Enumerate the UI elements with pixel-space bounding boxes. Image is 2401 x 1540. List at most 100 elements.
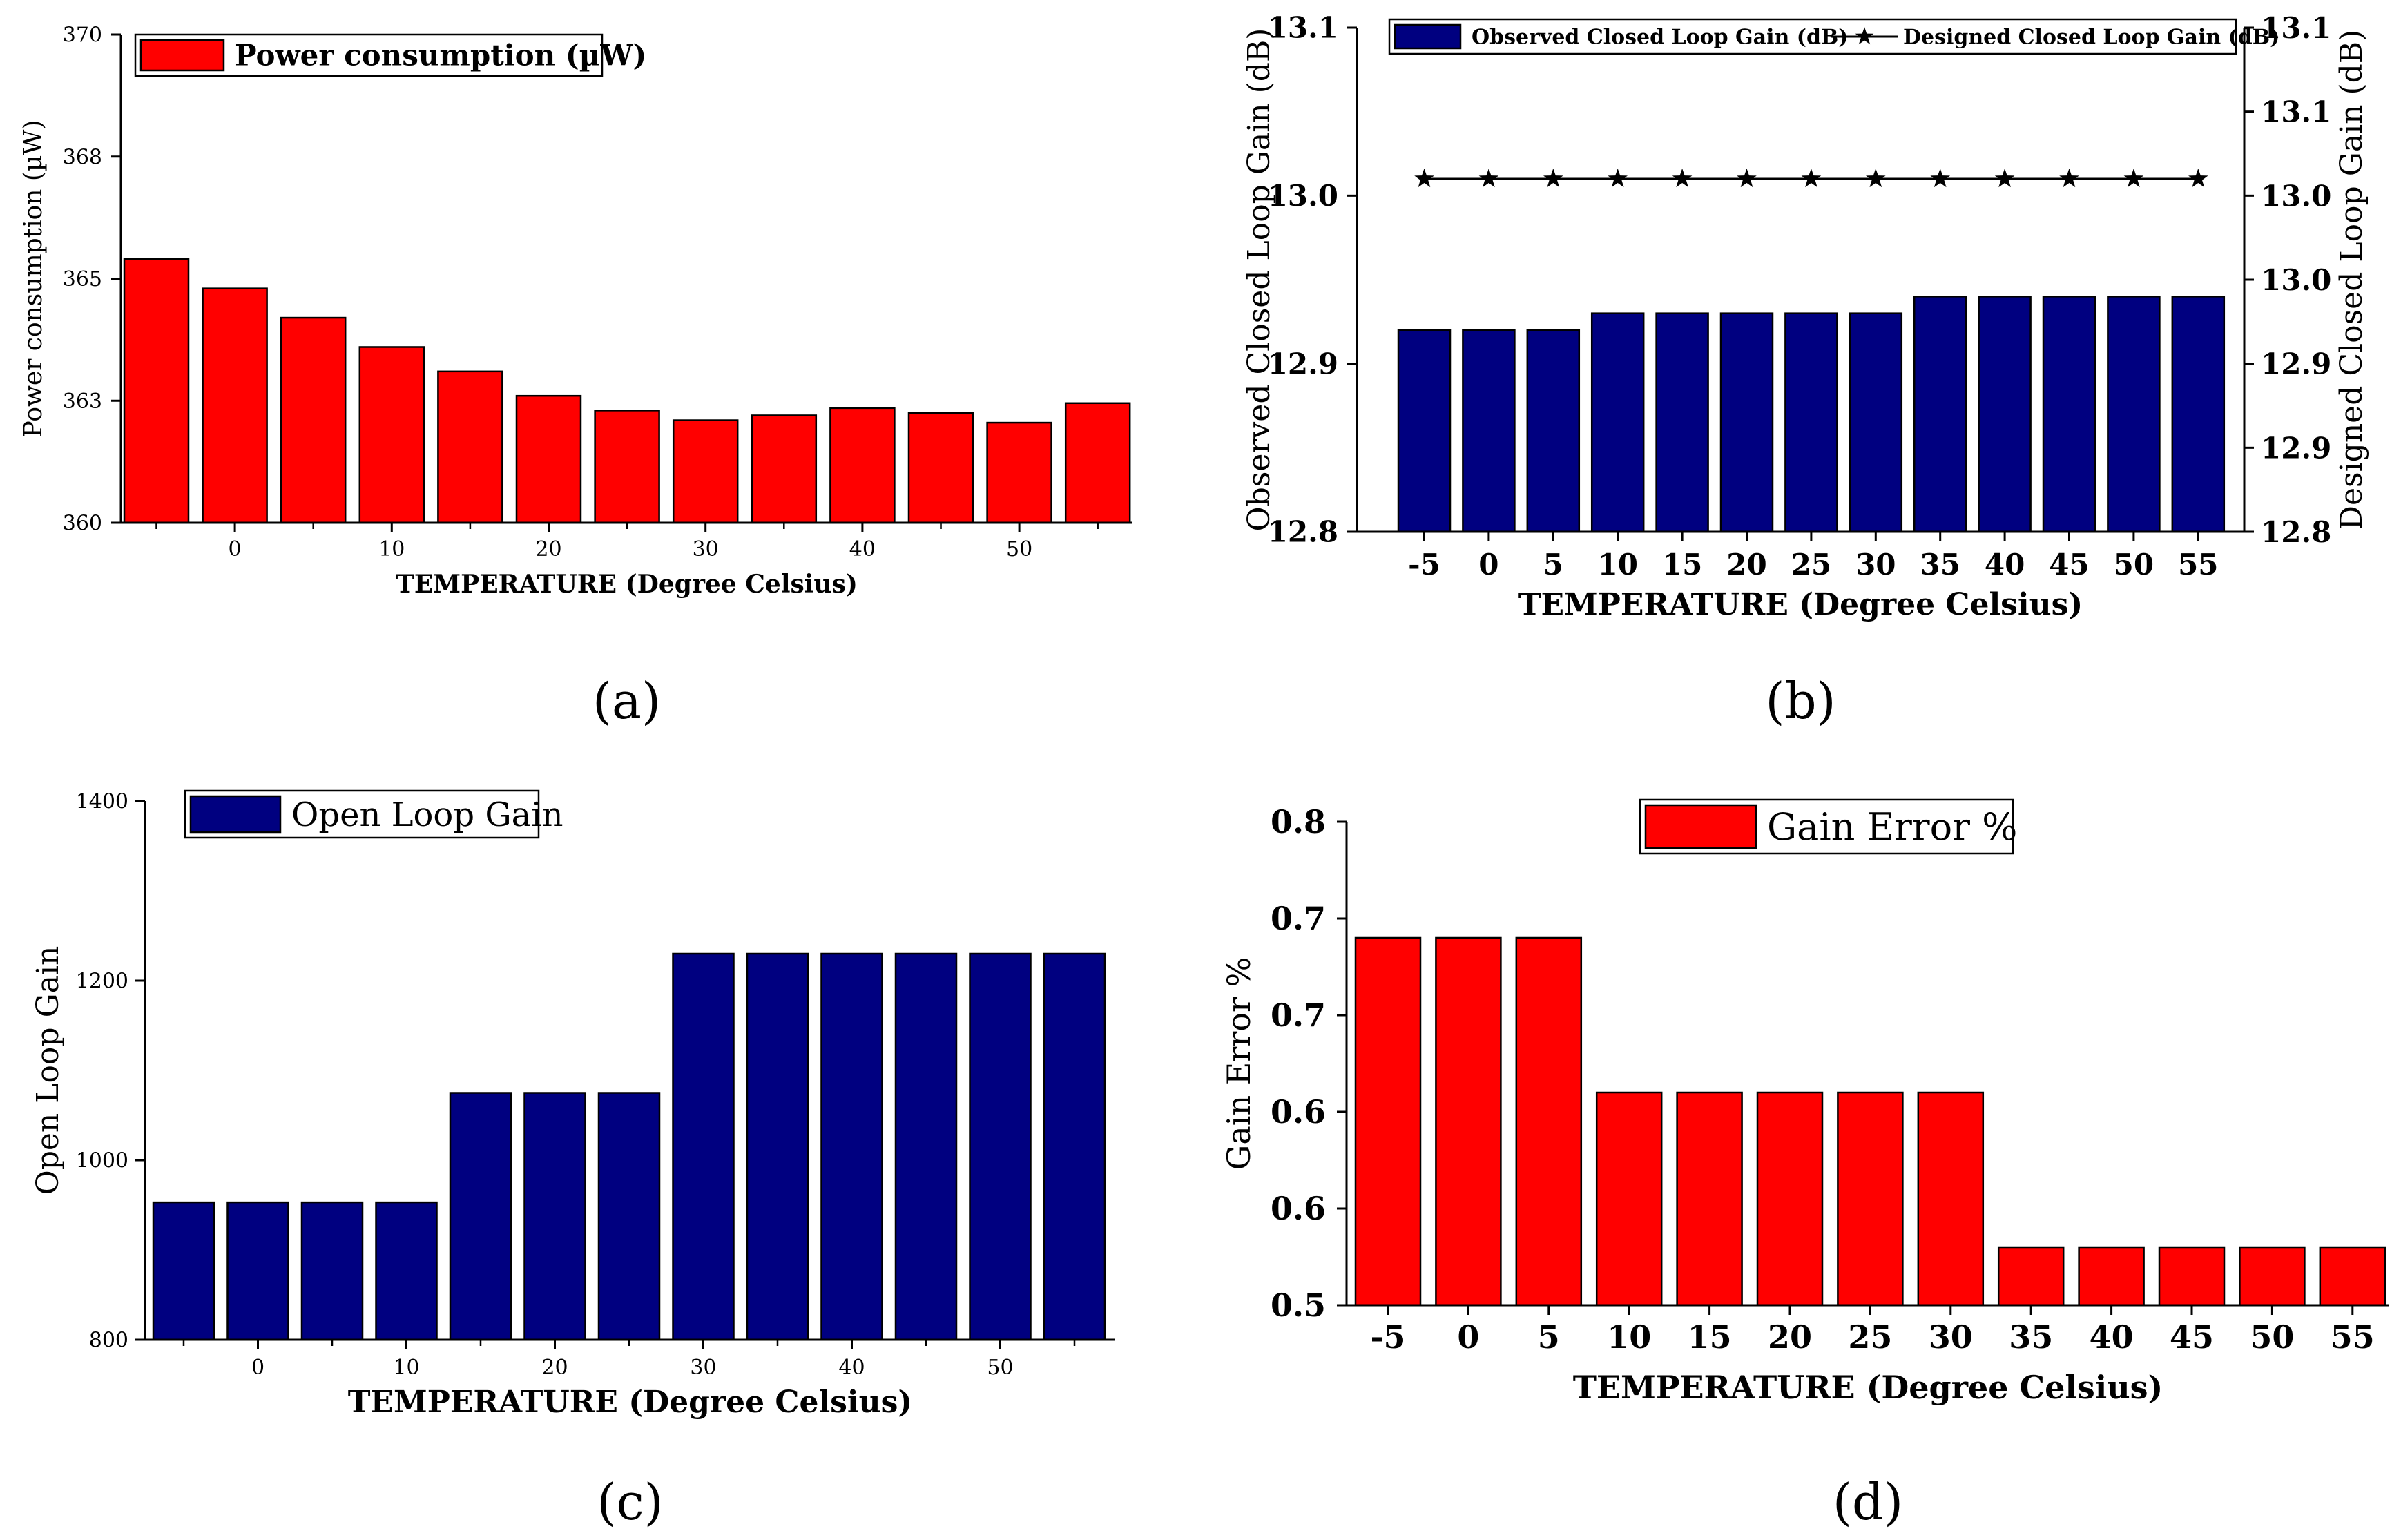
- y-tick-label-c-3: 1400: [76, 790, 128, 814]
- bar-c-8: [746, 952, 809, 1341]
- x-tick-label-b-8: 35: [1920, 548, 1960, 581]
- y-tick-label-b-1: 12.9: [1268, 347, 1338, 381]
- x-tick-label-b-9: 40: [1985, 548, 2025, 581]
- designed-gain-marker-11: [2123, 169, 2144, 188]
- bar-a-11: [986, 421, 1052, 524]
- bar-c-12: [1043, 952, 1106, 1341]
- bar-a-7: [672, 419, 739, 524]
- x-tick-label-b-11: 50: [2114, 548, 2154, 581]
- panel-label-c: (c): [597, 1473, 664, 1531]
- designed-gain-marker-2: [1543, 169, 1563, 188]
- y2-tick-label-b-2: 12.9: [2261, 347, 2331, 381]
- x-tick-label-c-1: 10: [393, 1356, 419, 1380]
- legend-box-b: [1388, 18, 2237, 55]
- panel-label-b: (b): [1765, 672, 1835, 730]
- chart-panel-c: 800 1000 1200 1400 0 10 20 30 40 50 TEMPERATURE (D…: [30, 790, 1115, 1531]
- x-tick-label-b-3: 10: [1597, 548, 1637, 581]
- x-tick-label-d-3: 10: [1607, 1318, 1651, 1356]
- legend-label-b: Observed Closed Loop Gain (dB): [1472, 26, 1848, 50]
- x-axis-label-a: TEMPERATURE (Degree Celsius): [396, 570, 858, 599]
- y-tick-label-c-1: 1000: [76, 1149, 128, 1173]
- panel-label-d: (d): [1833, 1473, 1903, 1531]
- bar-d-5: [1756, 1091, 1824, 1307]
- x-tick-label-b-10: 45: [2049, 548, 2089, 581]
- bar-d-6: [1837, 1091, 1904, 1307]
- x-tick-label-a-1: 10: [378, 537, 405, 561]
- designed-gain-marker-12: [2188, 169, 2208, 188]
- x-tick-label-c-5: 50: [987, 1356, 1013, 1380]
- bar-c-7: [672, 952, 735, 1341]
- legend-star-b: [1855, 27, 1874, 45]
- y-tick-label-a-1: 363: [63, 389, 102, 414]
- y2-tick-label-b-0: 12.8: [2261, 515, 2331, 549]
- y2-tick-label-b-5: 13.1: [2261, 95, 2331, 129]
- y-tick-label-d-0: 0.5: [1271, 1287, 1326, 1324]
- bar-b-5: [1719, 312, 1774, 533]
- bar-c-5: [523, 1092, 586, 1341]
- bar-b-7: [1849, 312, 1903, 533]
- x-tick-label-b-7: 30: [1855, 548, 1896, 581]
- y2-tick-label-b-6: 13.1: [2261, 11, 2331, 45]
- x-tick-label-a-3: 30: [693, 537, 719, 561]
- bar-d-9: [2078, 1246, 2145, 1307]
- bar-b-11: [2107, 296, 2161, 533]
- x-tick-label-c-2: 20: [541, 1356, 568, 1380]
- bar-b-3: [1590, 312, 1645, 533]
- x-tick-label-d-9: 40: [2090, 1318, 2134, 1356]
- designed-gain-marker-8: [1930, 169, 1950, 188]
- legend-swatch-c: [189, 795, 282, 834]
- bar-d-10: [2158, 1246, 2226, 1307]
- x-tick-label-d-10: 45: [2170, 1318, 2214, 1356]
- legend-label-a: Power consumption (µW): [235, 39, 646, 73]
- legend-swatch-b: [1394, 23, 1462, 50]
- bar-d-2: [1515, 936, 1583, 1307]
- bar-c-4: [449, 1092, 512, 1341]
- bar-a-12: [1064, 402, 1131, 524]
- x-tick-label-d-7: 30: [1929, 1318, 1973, 1356]
- panel-label-a: (a): [592, 672, 661, 730]
- x-tick-label-a-2: 20: [535, 537, 561, 561]
- bar-b-1: [1462, 329, 1516, 533]
- x-tick-label-d-8: 35: [2009, 1318, 2053, 1356]
- y-axis-label-c: Open Loop Gain: [30, 946, 66, 1195]
- x-tick-label-d-12: 55: [2331, 1318, 2375, 1356]
- y-tick-label-b-2: 13.0: [1268, 179, 1338, 213]
- x-tick-label-d-6: 25: [1848, 1318, 1892, 1356]
- y-tick-label-b-3: 13.1: [1268, 11, 1338, 45]
- bar-b-8: [1913, 296, 1967, 533]
- bar-b-6: [1784, 312, 1838, 533]
- x-tick-label-b-5: 20: [1726, 548, 1766, 581]
- x-tick-label-d-11: 50: [2250, 1318, 2294, 1356]
- y-tick-label-d-5: 0.8: [1271, 803, 1326, 840]
- designed-gain-marker-3: [1608, 169, 1628, 188]
- legend-swatch-a: [139, 39, 225, 72]
- bar-d-4: [1676, 1091, 1743, 1307]
- y-tick-label-a-2: 365: [63, 267, 102, 291]
- bar-d-0: [1354, 936, 1422, 1307]
- designed-gain-marker-6: [1801, 169, 1822, 188]
- legend-label-b-2: Designed Closed Loop Gain (dB): [1903, 26, 2279, 50]
- legend-label-c: Open Loop Gain: [291, 796, 563, 834]
- bar-b-2: [1526, 329, 1581, 533]
- x-tick-label-d-2: 5: [1538, 1318, 1560, 1356]
- x-tick-label-b-2: 5: [1543, 548, 1563, 581]
- designed-gain-marker-0: [1414, 169, 1434, 188]
- bar-a-4: [437, 370, 503, 524]
- y2-tick-label-b-1: 12.9: [2261, 431, 2331, 465]
- bar-d-7: [1917, 1091, 1985, 1307]
- bar-a-0: [123, 258, 190, 524]
- designed-gain-marker-5: [1737, 169, 1757, 188]
- y2-tick-label-b-3: 13.0: [2261, 263, 2331, 297]
- bar-c-6: [597, 1092, 661, 1341]
- bar-b-9: [1978, 296, 2032, 533]
- x-tick-label-a-5: 50: [1006, 537, 1032, 561]
- chart-panel-a: 360 363 365 368 370 0 10 20 30 40 50 TEMPERATURE (D…: [19, 23, 1132, 730]
- bar-a-10: [907, 412, 974, 524]
- bar-c-0: [152, 1201, 215, 1341]
- x-axis-label-d: TEMPERATURE (Degree Celsius): [1573, 1369, 2163, 1406]
- bar-c-11: [969, 952, 1032, 1341]
- y-tick-label-d-4: 0.7: [1271, 900, 1326, 937]
- y2-axis-label-b: Designed Closed Loop Gain (dB): [2334, 30, 2369, 530]
- x-tick-label-a-0: 0: [229, 537, 242, 561]
- chart-panel-d: 0.5 0.6 0.6 0.7 0.7 0.8 -5 0 5 10 15 20 25 30 35 40 45 50…: [1220, 798, 2389, 1531]
